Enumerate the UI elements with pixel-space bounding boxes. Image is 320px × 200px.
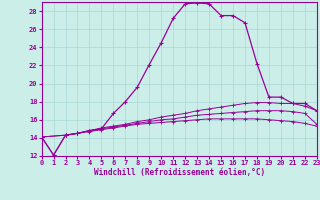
X-axis label: Windchill (Refroidissement éolien,°C): Windchill (Refroidissement éolien,°C) xyxy=(94,168,265,177)
